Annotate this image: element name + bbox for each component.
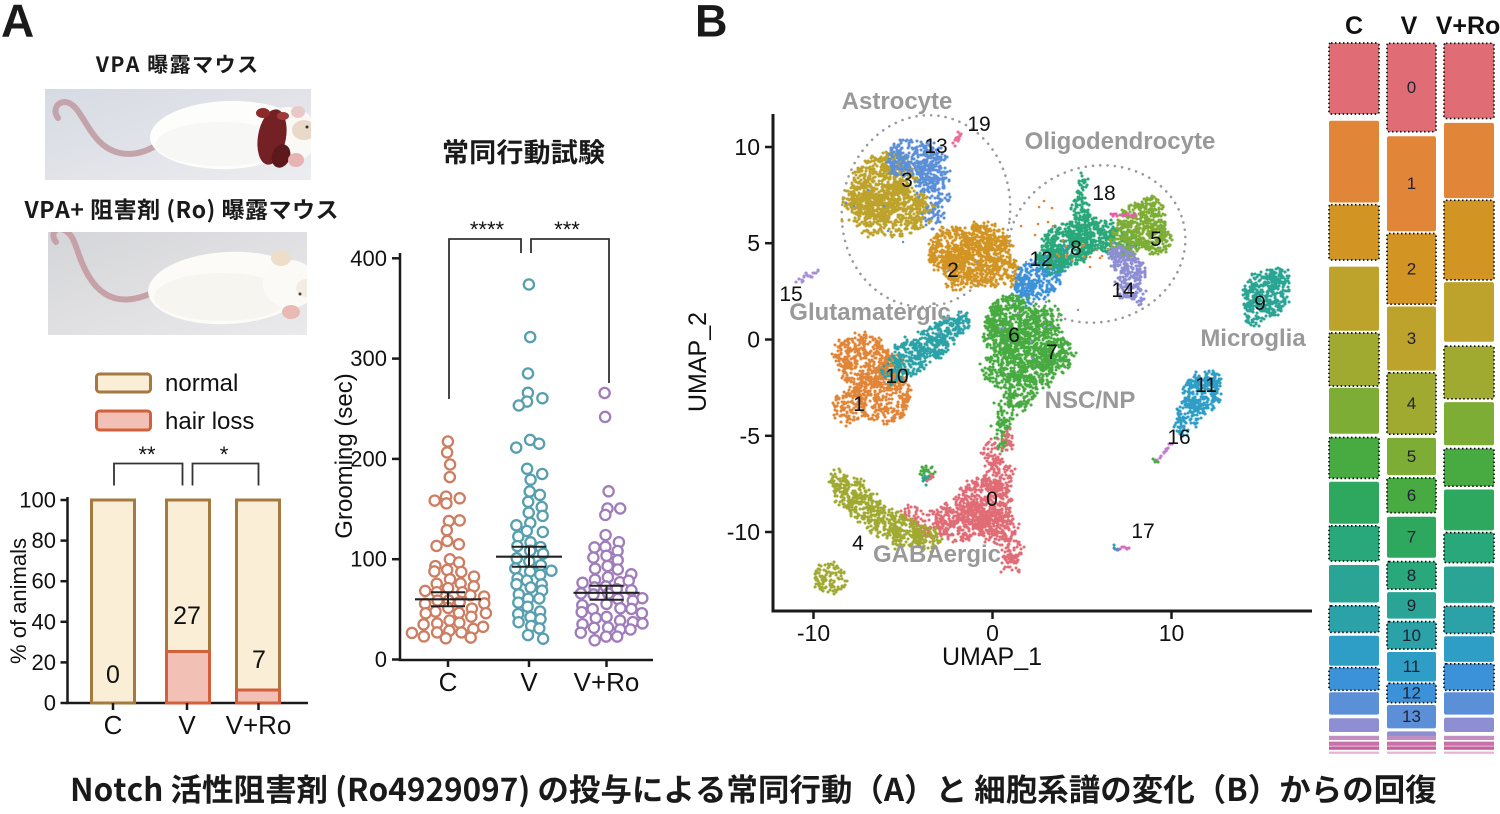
- svg-text:200: 200: [350, 446, 387, 471]
- svg-text:2: 2: [1407, 259, 1416, 278]
- svg-text:10: 10: [1159, 620, 1185, 646]
- svg-text:10: 10: [734, 134, 760, 160]
- svg-text:6: 6: [1407, 486, 1416, 505]
- svg-text:5: 5: [747, 230, 760, 256]
- svg-text:0: 0: [375, 647, 387, 672]
- svg-text:5: 5: [1150, 228, 1162, 251]
- svg-text:V+Ro: V+Ro: [574, 667, 640, 697]
- svg-text:0: 0: [1407, 78, 1416, 97]
- svg-text:0: 0: [106, 661, 120, 689]
- svg-text:****: ****: [470, 217, 505, 242]
- svg-text:2: 2: [947, 259, 959, 282]
- svg-text:V+Ro: V+Ro: [1436, 12, 1500, 40]
- svg-text:**: **: [138, 442, 156, 467]
- svg-text:100: 100: [19, 488, 56, 513]
- svg-text:300: 300: [350, 346, 387, 371]
- svg-text:Glutamatergic: Glutamatergic: [789, 299, 950, 326]
- svg-text:60: 60: [32, 569, 56, 594]
- svg-text:V: V: [178, 710, 196, 740]
- svg-text:-10: -10: [797, 620, 830, 646]
- svg-text:11: 11: [1403, 657, 1421, 676]
- svg-text:20: 20: [32, 650, 56, 675]
- svg-text:10: 10: [885, 365, 908, 388]
- svg-text:hair loss: hair loss: [165, 408, 254, 435]
- svg-text:C: C: [439, 667, 458, 697]
- svg-text:14: 14: [1111, 279, 1135, 302]
- svg-text:12: 12: [1402, 684, 1421, 703]
- svg-text:7: 7: [252, 646, 266, 674]
- svg-text:13: 13: [1402, 707, 1421, 726]
- svg-text:27: 27: [173, 602, 201, 630]
- svg-text:*: *: [220, 442, 229, 467]
- svg-text:1: 1: [853, 393, 865, 416]
- svg-text:5: 5: [1407, 447, 1416, 466]
- svg-text:13: 13: [924, 135, 947, 158]
- svg-text:A: A: [1, 0, 34, 47]
- svg-text:C: C: [104, 710, 123, 740]
- svg-text:0: 0: [44, 691, 56, 716]
- svg-text:V: V: [520, 667, 538, 697]
- svg-text:8: 8: [1407, 566, 1416, 585]
- svg-text:9: 9: [1254, 292, 1266, 315]
- svg-text:7: 7: [1046, 341, 1058, 364]
- svg-text:0: 0: [986, 488, 998, 511]
- svg-text:B: B: [695, 0, 728, 47]
- svg-text:11: 11: [1195, 374, 1217, 397]
- svg-text:UMAP_2: UMAP_2: [684, 312, 712, 412]
- svg-text:0: 0: [986, 620, 999, 646]
- svg-text:-5: -5: [740, 423, 760, 449]
- svg-text:V+Ro: V+Ro: [226, 710, 292, 740]
- svg-text:3: 3: [1407, 329, 1416, 348]
- svg-text:80: 80: [32, 528, 56, 553]
- svg-text:% of animals: % of animals: [6, 538, 31, 664]
- svg-text:GABAergic: GABAergic: [873, 541, 1001, 568]
- svg-text:6: 6: [1008, 324, 1020, 347]
- svg-text:100: 100: [350, 547, 387, 572]
- svg-text:19: 19: [967, 113, 990, 136]
- svg-text:4: 4: [852, 532, 864, 555]
- svg-text:16: 16: [1167, 426, 1190, 449]
- svg-text:V: V: [1401, 12, 1418, 40]
- svg-text:400: 400: [350, 246, 387, 271]
- svg-text:Microglia: Microglia: [1200, 325, 1306, 352]
- svg-text:1: 1: [1407, 174, 1416, 193]
- svg-text:UMAP_1: UMAP_1: [942, 643, 1042, 671]
- svg-text:40: 40: [32, 609, 56, 634]
- svg-text:10: 10: [1402, 626, 1421, 645]
- svg-text:3: 3: [901, 169, 913, 192]
- svg-text:8: 8: [1070, 237, 1082, 260]
- svg-text:15: 15: [779, 283, 802, 306]
- svg-text:4: 4: [1407, 394, 1416, 413]
- svg-text:0: 0: [747, 327, 760, 353]
- svg-text:18: 18: [1092, 182, 1115, 205]
- svg-text:C: C: [1345, 12, 1363, 40]
- svg-text:normal: normal: [165, 370, 238, 397]
- svg-text:Astrocyte: Astrocyte: [842, 88, 953, 115]
- svg-text:***: ***: [554, 217, 580, 242]
- svg-text:Grooming (sec): Grooming (sec): [331, 373, 358, 538]
- svg-text:12: 12: [1029, 248, 1052, 271]
- svg-text:Oligodendrocyte: Oligodendrocyte: [1025, 128, 1216, 155]
- svg-text:7: 7: [1407, 528, 1416, 547]
- svg-text:9: 9: [1407, 596, 1416, 615]
- svg-text:17: 17: [1131, 520, 1154, 543]
- svg-text:NSC/NP: NSC/NP: [1045, 387, 1136, 414]
- svg-text:-10: -10: [727, 519, 760, 545]
